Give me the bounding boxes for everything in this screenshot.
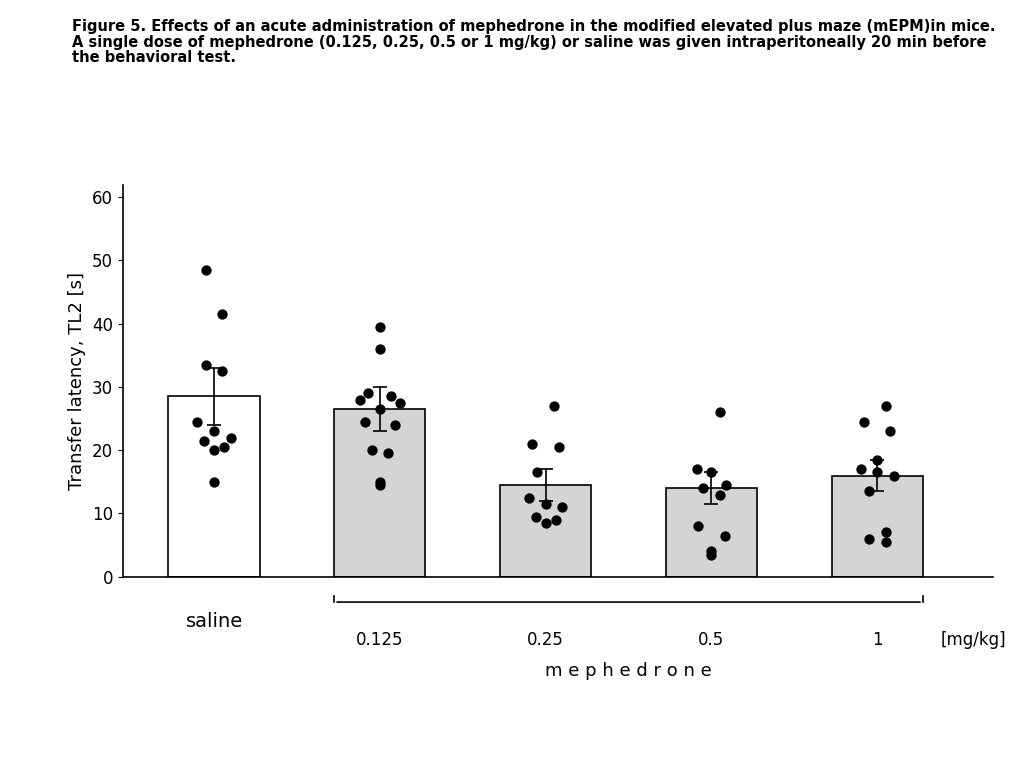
Point <box>690 520 707 532</box>
Point <box>216 441 232 453</box>
Point <box>198 264 214 276</box>
Point <box>206 425 222 438</box>
Point <box>360 387 377 399</box>
Point <box>703 466 720 478</box>
Point <box>717 530 733 542</box>
Y-axis label: Transfer latency, TL2 [s]: Transfer latency, TL2 [s] <box>69 271 86 490</box>
Point <box>206 444 222 456</box>
Point <box>372 476 388 488</box>
Bar <box>831 475 923 577</box>
Point <box>878 536 894 548</box>
Text: m e p h e d r o n e: m e p h e d r o n e <box>545 662 712 680</box>
Point <box>198 358 214 371</box>
Point <box>521 491 538 504</box>
Text: 0.125: 0.125 <box>356 631 403 648</box>
Point <box>372 479 388 491</box>
Text: saline: saline <box>185 611 243 631</box>
Point <box>883 425 899 438</box>
Text: [mg/kg]: [mg/kg] <box>940 631 1006 648</box>
Bar <box>334 409 425 577</box>
Point <box>695 482 712 494</box>
Point <box>852 463 868 475</box>
Point <box>878 400 894 412</box>
Point <box>869 454 886 466</box>
Point <box>352 394 369 406</box>
Point <box>524 438 541 450</box>
Point <box>222 431 239 444</box>
Point <box>861 485 878 498</box>
Point <box>529 466 546 478</box>
Point <box>538 498 554 510</box>
Point <box>372 321 388 333</box>
Point <box>712 406 728 418</box>
Text: 1: 1 <box>871 631 883 648</box>
Point <box>548 514 564 526</box>
Point <box>856 415 872 428</box>
Point <box>886 469 902 481</box>
Point <box>869 466 886 478</box>
Point <box>372 403 388 415</box>
Text: the behavioral test.: the behavioral test. <box>72 50 236 65</box>
Point <box>688 463 705 475</box>
Bar <box>500 485 591 577</box>
Point <box>196 434 212 447</box>
Point <box>189 415 206 428</box>
Text: 0.5: 0.5 <box>698 631 725 648</box>
Point <box>372 343 388 355</box>
Point <box>383 391 399 403</box>
Point <box>538 517 554 529</box>
Text: Figure 5. Effects of an acute administration of mephedrone in the modified eleva: Figure 5. Effects of an acute administra… <box>72 19 995 35</box>
Bar <box>169 397 260 577</box>
Point <box>387 419 403 431</box>
Point <box>391 397 408 409</box>
Point <box>554 501 570 514</box>
Point <box>546 400 562 412</box>
Point <box>878 526 894 538</box>
Point <box>364 444 380 456</box>
Point <box>551 441 567 453</box>
Bar <box>666 488 757 577</box>
Point <box>380 448 396 460</box>
Point <box>527 511 544 523</box>
Point <box>214 365 230 378</box>
Point <box>712 488 728 501</box>
Point <box>861 533 878 545</box>
Text: A single dose of mephedrone (0.125, 0.25, 0.5 or 1 mg/kg) or saline was given in: A single dose of mephedrone (0.125, 0.25… <box>72 35 986 50</box>
Point <box>206 476 222 488</box>
Point <box>214 308 230 321</box>
Point <box>703 548 720 561</box>
Text: 0.25: 0.25 <box>527 631 564 648</box>
Point <box>703 545 720 558</box>
Point <box>718 479 734 491</box>
Point <box>356 415 373 428</box>
